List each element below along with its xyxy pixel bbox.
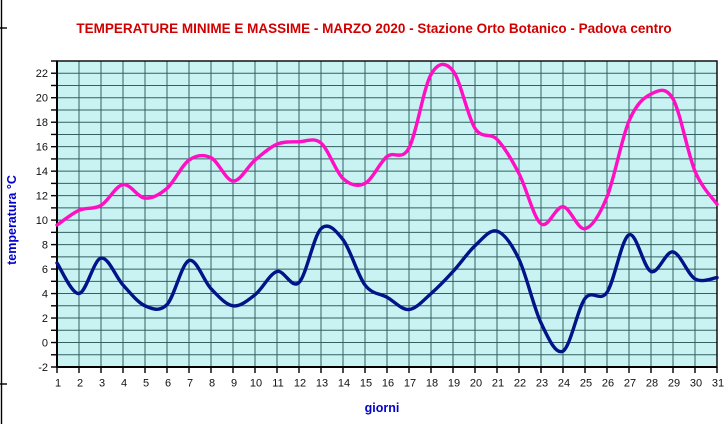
x-tick-label: 2 [77,378,83,390]
x-tick-label: 12 [294,378,306,390]
x-tick-label: 9 [231,378,237,390]
sheet-edge-border [0,0,7,424]
x-tick-label: 16 [382,378,394,390]
y-tick-label: -2 [38,362,48,374]
x-tick-label: 7 [187,378,193,390]
x-tick-label: 19 [448,378,460,390]
y-tick-label: 8 [42,240,48,252]
x-tick-label: 1 [55,378,61,390]
y-tick-labels: -2 0 2 4 6 8 10 12 14 16 18 20 22 [36,68,48,374]
y-tick-label: 10 [36,215,48,227]
x-tick-label: 5 [143,378,149,390]
x-tick-label: 15 [360,378,372,390]
x-tick-label: 13 [316,378,328,390]
x-tick-label: 24 [558,378,570,390]
x-tick-label: 25 [580,378,592,390]
x-tick-label: 20 [470,378,482,390]
x-tick-label: 10 [250,378,262,390]
x-tick-label: 18 [426,378,438,390]
y-tick-label: 6 [42,264,48,276]
x-tick-label: 26 [602,378,614,390]
chart-title: TEMPERATURE MINIME E MASSIME - MARZO 202… [76,21,671,36]
x-tick-label: 22 [514,378,526,390]
gridlines [56,60,718,368]
x-tick-label: 6 [165,378,171,390]
y-tick-label: 16 [36,142,48,154]
x-tick-label: 4 [121,378,127,390]
x-tick-label: 29 [668,378,680,390]
y-tick-label: 0 [42,338,48,350]
x-tick-label: 21 [492,378,504,390]
x-axis-title: giorni [365,401,400,415]
y-tick-label: 4 [42,289,48,301]
x-tick-label: 8 [209,378,215,390]
y-tick-label: 20 [36,93,48,105]
x-tick-label: 23 [536,378,548,390]
x-tick-label: 14 [338,378,350,390]
x-tick-label: 3 [99,378,105,390]
y-tick-label: 22 [36,68,48,80]
x-tick-label: 28 [646,378,658,390]
y-tick-label: 14 [36,166,48,178]
y-tick-label: 18 [36,117,48,129]
min-series-line [55,224,719,354]
y-axis-title: temperatura °C [5,175,19,265]
y-tick-label: 2 [42,313,48,325]
x-tick-label: 11 [272,378,283,390]
max-series-line [55,62,719,231]
x-tick-label: 30 [690,378,702,390]
x-tick-label: 17 [404,378,416,390]
x-tick-label: 31 [712,378,724,390]
y-tick-label: 12 [36,191,48,203]
x-tick-labels: 1 2 3 4 5 6 7 8 9 10 11 12 13 14 15 16 17 18 19 20 21 22 23 24 2… [55,378,724,390]
x-tick-label: 27 [624,378,636,390]
